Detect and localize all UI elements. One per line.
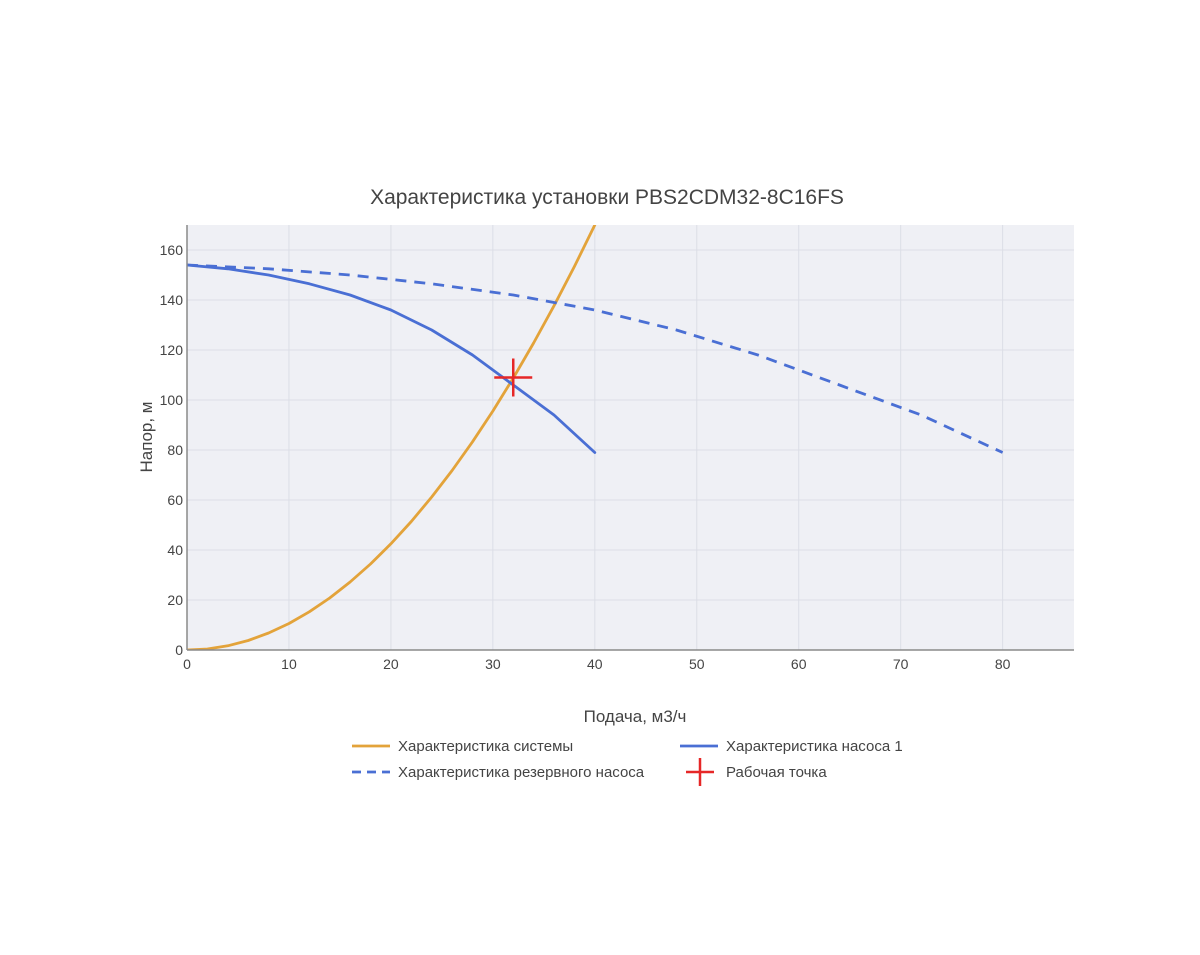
chart-title: Характеристика установки PBS2CDM32-8C16F…: [370, 186, 844, 209]
series-layer: [187, 225, 1004, 650]
x-tick-label: 10: [281, 656, 297, 672]
legend-label-system: Характеристика системы: [398, 738, 573, 755]
y-tick-label: 80: [167, 442, 183, 458]
legend-item-operating: Рабочая точка: [686, 758, 827, 786]
legend-label-operating: Рабочая точка: [726, 764, 827, 781]
y-tick-label: 0: [175, 642, 183, 658]
y-tick-label: 60: [167, 492, 183, 508]
y-tick-label: 160: [160, 242, 184, 258]
series-line-reserve: [187, 263, 1004, 454]
x-tick-label: 20: [383, 656, 399, 672]
legend: Характеристика системы Характеристика нас…: [352, 738, 903, 786]
series-line-pump1: [187, 263, 597, 454]
y-tick-label: 140: [160, 292, 184, 308]
y-tick-label: 120: [160, 342, 184, 358]
series-clip-group: [187, 225, 1004, 650]
grid-lines: [187, 225, 1074, 650]
legend-label-reserve: Характеристика резервного насоса: [398, 764, 645, 781]
x-tick-label: 70: [893, 656, 909, 672]
axes: 0 10 20 30 40 50 60 70 80 0 20 40 60 80 100 120 140 160: [160, 225, 1074, 672]
legend-item-system: Характеристика системы: [352, 738, 573, 755]
legend-label-pump1: Характеристика насоса 1: [726, 738, 903, 755]
x-tick-label: 80: [995, 656, 1011, 672]
legend-item-reserve: Характеристика резервного насоса: [352, 764, 645, 781]
y-tick-label: 100: [160, 392, 184, 408]
x-axis-title: Подача, м3/ч: [584, 707, 687, 726]
x-tick-label: 30: [485, 656, 501, 672]
y-tick-label: 20: [167, 592, 183, 608]
x-tick-label: 40: [587, 656, 603, 672]
x-tick-label: 60: [791, 656, 807, 672]
x-tick-label: 50: [689, 656, 705, 672]
y-tick-label: 40: [167, 542, 183, 558]
x-tick-label: 0: [183, 656, 191, 672]
y-axis-title: Напор, м: [137, 402, 156, 473]
plot-background: [187, 225, 1074, 650]
series-line-system: [187, 225, 597, 650]
operating-point-marker: [494, 358, 533, 397]
legend-item-pump1: Характеристика насоса 1: [680, 738, 903, 755]
